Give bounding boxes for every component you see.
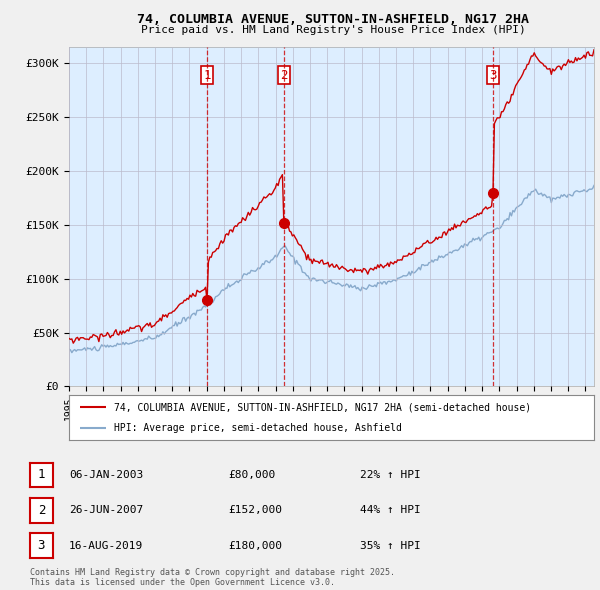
Bar <box>284 47 493 386</box>
Text: 1: 1 <box>203 69 211 82</box>
Text: 35% ↑ HPI: 35% ↑ HPI <box>360 541 421 550</box>
Text: 2: 2 <box>38 504 45 517</box>
Text: 3: 3 <box>489 69 497 82</box>
Text: 16-AUG-2019: 16-AUG-2019 <box>69 541 143 550</box>
Text: 26-JUN-2007: 26-JUN-2007 <box>69 506 143 515</box>
Text: HPI: Average price, semi-detached house, Ashfield: HPI: Average price, semi-detached house,… <box>113 422 401 432</box>
Text: £180,000: £180,000 <box>228 541 282 550</box>
Text: 22% ↑ HPI: 22% ↑ HPI <box>360 470 421 480</box>
Text: £80,000: £80,000 <box>228 470 275 480</box>
Text: Contains HM Land Registry data © Crown copyright and database right 2025.
This d: Contains HM Land Registry data © Crown c… <box>30 568 395 587</box>
Text: £152,000: £152,000 <box>228 506 282 515</box>
Text: Price paid vs. HM Land Registry's House Price Index (HPI): Price paid vs. HM Land Registry's House … <box>140 25 526 35</box>
Text: 3: 3 <box>38 539 45 552</box>
Text: 1: 1 <box>38 468 45 481</box>
Text: 74, COLUMBIA AVENUE, SUTTON-IN-ASHFIELD, NG17 2HA: 74, COLUMBIA AVENUE, SUTTON-IN-ASHFIELD,… <box>137 13 529 26</box>
Text: 06-JAN-2003: 06-JAN-2003 <box>69 470 143 480</box>
Text: 2: 2 <box>280 69 288 82</box>
Bar <box>207 47 284 386</box>
Text: 74, COLUMBIA AVENUE, SUTTON-IN-ASHFIELD, NG17 2HA (semi-detached house): 74, COLUMBIA AVENUE, SUTTON-IN-ASHFIELD,… <box>113 402 531 412</box>
Text: 44% ↑ HPI: 44% ↑ HPI <box>360 506 421 515</box>
